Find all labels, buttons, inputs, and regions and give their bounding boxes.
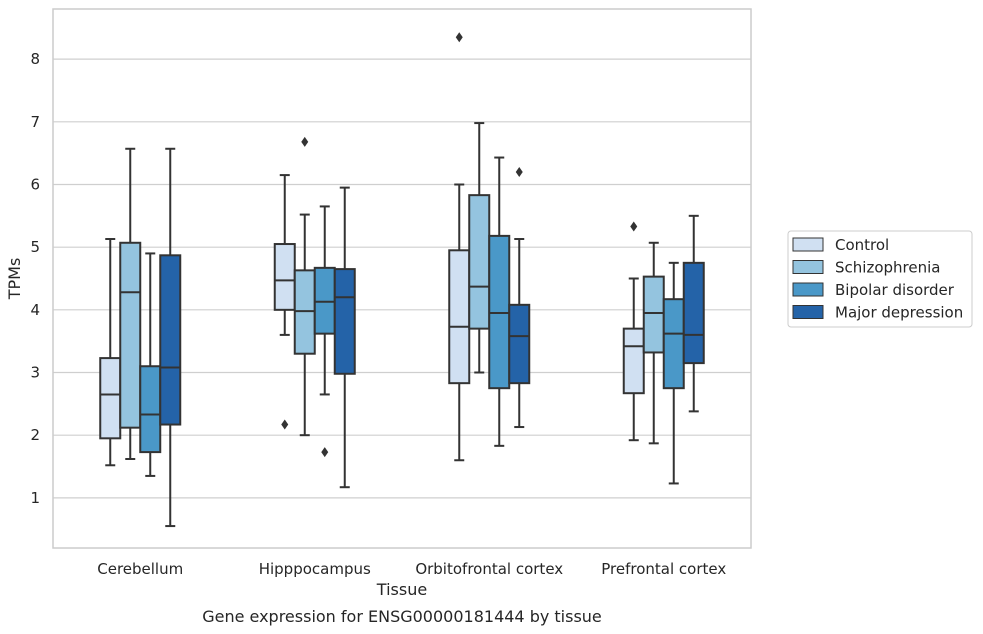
box-layer [99, 32, 705, 528]
y-tick-label: 4 [30, 301, 40, 319]
box-iqr [508, 303, 531, 385]
box-control [99, 238, 122, 467]
outlier-point [301, 136, 309, 147]
outlier-point [630, 221, 638, 232]
box-major-depression [333, 186, 356, 489]
y-tick-label: 6 [30, 175, 40, 193]
box-schizophrenia [468, 122, 491, 374]
box-iqr [662, 298, 685, 390]
x-tick-label: Cerebellum [97, 560, 183, 578]
outlier-point [455, 32, 463, 43]
box-iqr [99, 357, 122, 440]
figure-caption: Gene expression for ENSG00000181444 by t… [202, 607, 602, 626]
x-tick-label: Prefrontal cortex [601, 560, 726, 578]
x-tick-label: Hipppocampus [259, 560, 371, 578]
box-iqr [622, 327, 645, 395]
box-iqr [448, 249, 471, 385]
legend-swatch [792, 237, 824, 252]
box-iqr [468, 194, 491, 330]
legend-swatch [792, 282, 824, 297]
box-bipolar-disorder [488, 156, 511, 447]
outlier-point [321, 447, 329, 458]
box-schizophrenia [293, 136, 316, 437]
box-iqr [119, 241, 142, 429]
box-bipolar-disorder [139, 252, 162, 477]
box-iqr [333, 268, 356, 375]
y-tick-label: 3 [30, 364, 40, 382]
box-bipolar-disorder [662, 261, 685, 485]
y-tick-label: 2 [30, 426, 40, 444]
legend-swatch [792, 305, 824, 319]
box-major-depression [159, 147, 182, 528]
y-axis-title: TPMs [5, 258, 24, 301]
y-tick-label: 7 [30, 113, 40, 131]
legend: Control Schizophrenia Bipolar disorder Majo… [787, 230, 973, 328]
x-axis-title: Tissue [376, 580, 427, 599]
y-tick-label: 1 [30, 489, 40, 507]
box-iqr [642, 275, 665, 354]
box-schizophrenia [642, 241, 665, 445]
box-iqr [682, 261, 705, 365]
legend-label: Schizophrenia [835, 259, 940, 277]
outlier-point [515, 166, 523, 177]
x-tick-label: Orbitofrontal cortex [415, 560, 563, 578]
box-schizophrenia [119, 147, 142, 461]
y-tick-label: 5 [30, 238, 40, 256]
y-tick-label: 8 [30, 50, 40, 68]
box-control [448, 32, 471, 462]
box-iqr [139, 365, 162, 454]
box-bipolar-disorder [313, 205, 336, 458]
box-control [622, 221, 645, 442]
legend-box [787, 230, 973, 328]
x-tick-labels: Cerebellum Hipppocampus Orbitofrontal cort… [97, 560, 726, 578]
legend-swatch [792, 260, 824, 274]
box-iqr [159, 254, 182, 426]
box-iqr [273, 243, 296, 311]
box-control [273, 174, 296, 430]
y-tick-labels: 1 2 3 4 5 6 7 8 [30, 50, 40, 507]
legend-label: Bipolar disorder [835, 281, 955, 299]
plot-frame [52, 8, 752, 549]
box-major-depression [682, 214, 705, 413]
legend-label: Control [835, 236, 889, 254]
outlier-point [281, 419, 289, 430]
box-major-depression [508, 166, 531, 429]
legend-label: Major depression [835, 304, 963, 322]
